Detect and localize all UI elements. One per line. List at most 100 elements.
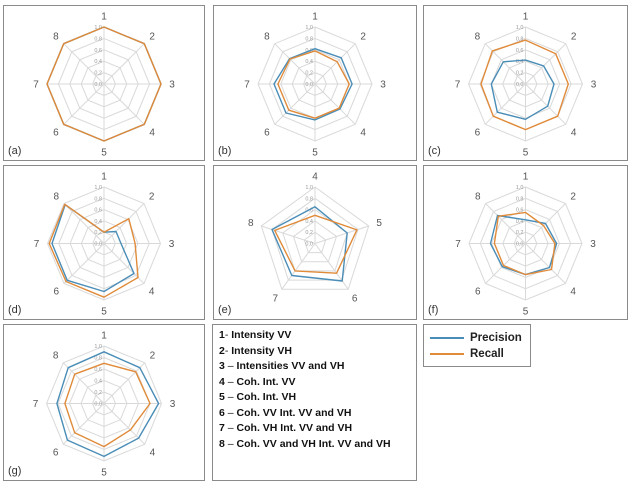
radar-panel-d: 0,0 0,2 0,4 0,6 0,8 1,0 1 2 3 4 5 6 7 8 (d)	[3, 165, 205, 320]
axis-label: 3	[380, 80, 386, 91]
precision-label: Precision	[470, 332, 522, 344]
axis-label: 3	[169, 80, 175, 91]
axis-spoke	[274, 43, 316, 85]
grid-ring	[271, 197, 359, 281]
axis-spoke	[103, 203, 145, 244]
axis-label: 5	[376, 218, 382, 229]
series-recall	[64, 362, 151, 448]
axis-label: 6	[53, 128, 59, 139]
series-precision	[273, 48, 353, 121]
tick-label: 0,2	[94, 71, 102, 77]
axis-spoke	[525, 243, 566, 284]
tick-label: 0,2	[305, 71, 313, 77]
legend-item-separator: -	[224, 329, 232, 341]
legend-item-separator: -	[224, 344, 232, 357]
legend-item-separator: –	[224, 375, 237, 388]
tick-label: 0,6	[516, 208, 524, 214]
legend-item-separator: –	[224, 360, 237, 372]
grid-ring	[260, 186, 370, 290]
recall-label: Recall	[470, 348, 504, 360]
radar-panel-a: 0,0 0,2 0,4 0,6 0,8 1,0 1 2 3 4 5 6 7 8 (a)	[3, 5, 205, 161]
axis-label: 6	[264, 128, 270, 139]
axis-spoke	[63, 43, 105, 85]
panel-letter: (b)	[218, 145, 232, 157]
series-precision	[271, 206, 348, 282]
legend-recall: Recall	[430, 346, 524, 362]
legend-item-separator: –	[224, 406, 237, 419]
axis-label: 2	[149, 191, 155, 202]
tick-label: 0,4	[516, 59, 524, 65]
panel-letter: (d)	[8, 304, 22, 316]
tick-label: 1,0	[94, 25, 102, 31]
axis-label: 1	[101, 12, 107, 23]
panel-letter: (f)	[428, 304, 439, 316]
tick-label: 1,0	[516, 185, 524, 191]
series-recall	[277, 50, 350, 119]
panel-letter: (g)	[8, 465, 22, 477]
tick-label: 1,0	[516, 25, 524, 31]
axis-label: 3	[590, 239, 596, 250]
axis-spoke	[314, 243, 349, 290]
axis-spoke	[103, 83, 145, 125]
series-legend: Precision Recall	[423, 324, 531, 367]
axis-label: 3	[591, 80, 597, 91]
legend-item-number: 8	[219, 437, 225, 450]
axis-label: 8	[53, 31, 59, 42]
tick-label: 0,2	[305, 230, 313, 236]
tick-label: 0,8	[94, 36, 102, 42]
axis-label: 2	[360, 31, 366, 42]
tick-label: 0,8	[94, 196, 102, 202]
axis-spoke	[103, 362, 146, 404]
tick-label: 0,2	[516, 71, 524, 77]
legend-precision: Precision	[430, 330, 524, 346]
axis-spoke	[485, 203, 526, 244]
tick-label: 0,0	[305, 82, 313, 88]
legend-item-number: 5	[219, 391, 225, 403]
legend-item-text: Coh. VV Int. VV and VH	[236, 406, 352, 419]
legend-item-5: 5 – Coh. Int. VH	[219, 390, 410, 406]
legend-item-text: Intensity VH	[231, 344, 292, 357]
series-recall	[493, 211, 556, 276]
legend-item-text: Intensity VV	[231, 329, 292, 341]
series-recall	[48, 203, 139, 298]
axis-label: 1	[312, 12, 318, 23]
axis-label: 8	[53, 351, 59, 362]
axis-label: 7	[455, 80, 461, 91]
axis-label: 6	[475, 128, 481, 139]
axis-label: 1	[523, 172, 529, 183]
radar-panel-f: 0,0 0,2 0,4 0,6 0,8 1,0 1 2 3 4 5 6 7 8 (f)	[423, 165, 628, 320]
axis-label: 8	[248, 218, 254, 229]
tick-label: 0,4	[94, 219, 102, 225]
legend-item-text: Coh. Int. VH	[236, 391, 297, 403]
legend-item-4: 4 – Coh. Int. VV	[219, 375, 410, 391]
axis-label: 8	[475, 191, 481, 202]
recall-swatch	[430, 353, 464, 355]
radar-panel-c: 0,0 0,2 0,4 0,6 0,8 1,0 1 2 3 4 5 6 7 8 (c)	[423, 5, 628, 161]
axis-label: 7	[33, 80, 39, 91]
axis-label: 6	[352, 294, 358, 305]
tick-label: 0,2	[94, 230, 102, 236]
tick-label: 0,8	[305, 196, 313, 202]
tick-label: 0,8	[305, 36, 313, 42]
axis-label: 8	[54, 191, 60, 202]
legend-item-separator: –	[224, 391, 237, 403]
legend-item-number: 3	[219, 360, 225, 372]
legend-item-text: Coh. VV and VH Int. VV and VH	[236, 437, 391, 450]
tick-label: 1,0	[94, 344, 102, 350]
radar-panel-b: 0,0 0,2 0,4 0,6 0,8 1,0 1 2 3 4 5 6 7 8 (b)	[213, 5, 417, 161]
tick-label: 0,6	[94, 367, 102, 373]
axis-label: 4	[149, 128, 155, 139]
tick-label: 0,8	[516, 196, 524, 202]
legend-item-3: 3 – Intensities VV and VH	[219, 359, 410, 375]
grid-ring	[303, 231, 327, 254]
axis-label: 7	[455, 239, 461, 250]
axis-spoke	[314, 43, 356, 85]
legend-item-text: Coh. Int. VV	[236, 375, 296, 388]
